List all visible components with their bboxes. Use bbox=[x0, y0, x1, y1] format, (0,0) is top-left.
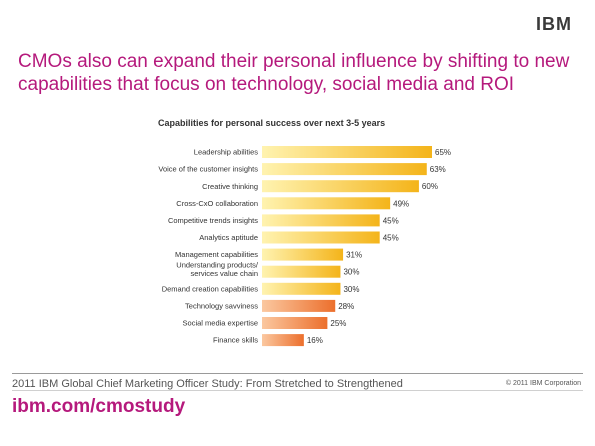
data-label: 28% bbox=[338, 302, 354, 311]
category-label: Competitive trends insights bbox=[168, 216, 258, 225]
bar bbox=[262, 197, 391, 210]
page-headline: CMOs also can expand their personal infl… bbox=[18, 51, 570, 95]
data-label: 16% bbox=[307, 336, 323, 345]
bar bbox=[262, 282, 341, 295]
bar bbox=[262, 163, 427, 176]
bar bbox=[262, 231, 380, 244]
bar bbox=[262, 334, 304, 347]
category-label: Creative thinking bbox=[202, 182, 258, 191]
ibm-logo: IBM bbox=[536, 14, 572, 34]
data-label: 31% bbox=[346, 251, 362, 260]
category-label: Understanding products/services value ch… bbox=[176, 261, 259, 279]
category-label: Technology savviness bbox=[185, 302, 258, 311]
data-label: 60% bbox=[422, 182, 438, 191]
data-label: 45% bbox=[383, 216, 399, 225]
category-label: Cross-CxO collaboration bbox=[176, 199, 258, 208]
study-url-link[interactable]: ibm.com/cmostudy bbox=[12, 396, 186, 417]
category-label: Leadership abilities bbox=[194, 148, 258, 157]
data-label: 65% bbox=[435, 148, 451, 157]
bar bbox=[262, 317, 328, 329]
footer-divider bbox=[12, 373, 583, 374]
chart-title: Capabilities for personal success over n… bbox=[158, 118, 386, 128]
bar-chart: Leadership abilities 65% Voice of the cust… bbox=[158, 146, 451, 347]
bar bbox=[262, 214, 380, 227]
bar bbox=[262, 299, 336, 312]
data-label: 30% bbox=[343, 268, 359, 277]
data-label: 49% bbox=[393, 199, 409, 208]
bar bbox=[262, 180, 419, 193]
copyright-notice: © 2011 IBM Corporation bbox=[505, 380, 581, 387]
footer-divider-secondary bbox=[12, 390, 583, 391]
data-label: 25% bbox=[330, 319, 346, 328]
category-label: Management capabilities bbox=[175, 250, 258, 259]
data-label: 30% bbox=[343, 285, 359, 294]
category-label: Demand creation capabilities bbox=[162, 284, 259, 293]
bar bbox=[262, 146, 432, 158]
data-label: 63% bbox=[430, 165, 446, 174]
bar bbox=[262, 248, 344, 261]
category-label: Analytics aptitude bbox=[199, 233, 258, 242]
category-label: Voice of the customer insights bbox=[158, 165, 258, 174]
study-title: 2011 IBM Global Chief Marketing Officer … bbox=[12, 378, 403, 390]
category-label: Finance skills bbox=[213, 336, 258, 345]
data-label: 45% bbox=[383, 234, 399, 243]
bar bbox=[262, 265, 341, 278]
category-label: Social media expertise bbox=[183, 319, 258, 328]
